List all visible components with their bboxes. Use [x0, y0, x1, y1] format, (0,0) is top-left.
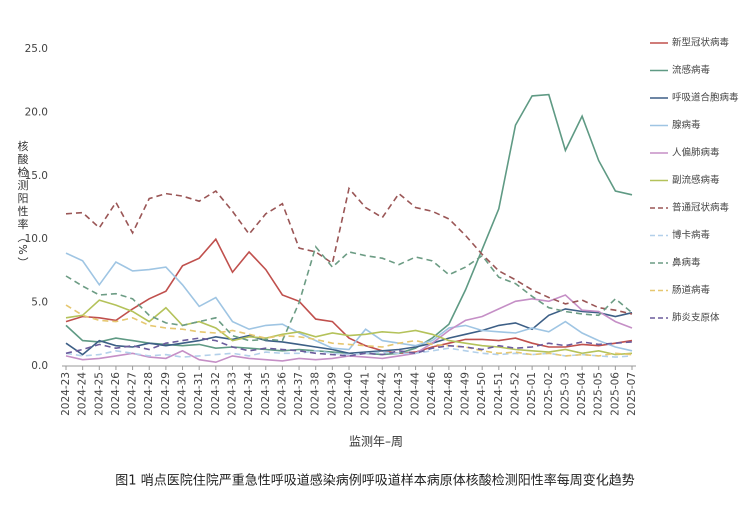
x-tick-label: 2024-48 — [443, 372, 455, 416]
x-tick-label: 2024-29 — [160, 372, 172, 416]
x-tick-label: 2024-46 — [426, 372, 438, 416]
x-tick-label: 2024-49 — [460, 372, 472, 416]
x-tick-label: 2024-23 — [60, 372, 72, 416]
series-line — [65, 245, 633, 342]
x-tick-label: 2025-03 — [559, 372, 571, 416]
y-tick-label: 10.0 — [25, 233, 48, 245]
legend-label: 普通冠状病毒 — [672, 202, 730, 214]
x-tick-label: 2024-39 — [326, 372, 338, 416]
x-tick-label: 2024-30 — [177, 372, 189, 416]
x-tick-label: 2024-43 — [393, 372, 405, 416]
legend-label: 肠道病毒 — [672, 284, 711, 296]
y-tick-label: 5.0 — [31, 297, 48, 309]
series-line — [65, 237, 633, 355]
x-tick-label: 2025-02 — [543, 372, 555, 416]
x-tick-label: 2024-26 — [110, 372, 122, 416]
legend-label: 副流感病毒 — [672, 174, 720, 186]
legend-label: 鼻病毒 — [672, 257, 701, 269]
x-tick-label: 2024-25 — [93, 372, 105, 416]
legend-label: 腺病毒 — [672, 119, 701, 131]
series-line — [65, 308, 633, 356]
x-tick-label: 2024-50 — [476, 372, 488, 416]
legend-label: 流感病毒 — [672, 64, 711, 76]
x-tick-label: 2024-38 — [310, 372, 322, 416]
x-axis-title: 监测年–周 — [349, 435, 403, 449]
x-tick-label: 2024-28 — [143, 372, 155, 416]
y-axis-title: 核酸检测阳性率（%） — [16, 139, 29, 270]
y-tick-label: 25.0 — [25, 43, 48, 55]
legend-label: 新型冠状病毒 — [672, 37, 730, 49]
x-tick-label: 2024-33 — [226, 372, 238, 416]
series-line — [65, 252, 633, 352]
x-tick-label: 2024-51 — [493, 372, 505, 416]
series-line — [65, 337, 633, 357]
legend-label: 肺炎支原体 — [672, 312, 720, 324]
legend-label: 博卡病毒 — [672, 229, 711, 241]
series-line — [65, 299, 633, 356]
series-line — [65, 186, 633, 315]
x-tick-label: 2024-31 — [193, 372, 205, 416]
series-line — [65, 294, 633, 364]
y-tick-label: 0.0 — [31, 360, 48, 372]
y-tick-label: 15.0 — [25, 170, 48, 182]
y-tick-label: 20.0 — [25, 106, 48, 118]
x-tick-label: 2024-32 — [210, 372, 222, 416]
x-tick-label: 2025-04 — [576, 372, 588, 416]
x-tick-label: 2024-40 — [343, 372, 355, 416]
x-tick-label: 2025-01 — [526, 372, 538, 416]
x-tick-label: 2024-27 — [127, 372, 139, 416]
x-tick-label: 2024-24 — [77, 372, 89, 416]
x-tick-label: 2025-05 — [593, 372, 605, 416]
x-tick-label: 2024-36 — [276, 372, 288, 416]
legend-label: 人偏肺病毒 — [672, 147, 720, 159]
x-tick-label: 2024-52 — [509, 372, 521, 416]
legend-label: 呼吸道合胞病毒 — [672, 92, 739, 104]
x-tick-label: 2025-07 — [626, 372, 638, 416]
x-tick-label: 2024-34 — [243, 372, 255, 416]
x-tick-label: 2025-06 — [609, 372, 621, 416]
series-line — [65, 304, 633, 357]
series-line — [65, 93, 633, 356]
x-tick-label: 2024-35 — [260, 372, 272, 416]
caption: 图1 哨点医院住院严重急性呼吸道感染病例呼吸道样本病原体核酸检测阳性率每周变化趋… — [115, 473, 634, 489]
x-tick-label: 2024-42 — [376, 372, 388, 416]
x-tick-label: 2024-41 — [360, 372, 372, 416]
x-tick-label: 2024-44 — [410, 372, 422, 416]
x-tick-label: 2024-37 — [293, 372, 305, 416]
